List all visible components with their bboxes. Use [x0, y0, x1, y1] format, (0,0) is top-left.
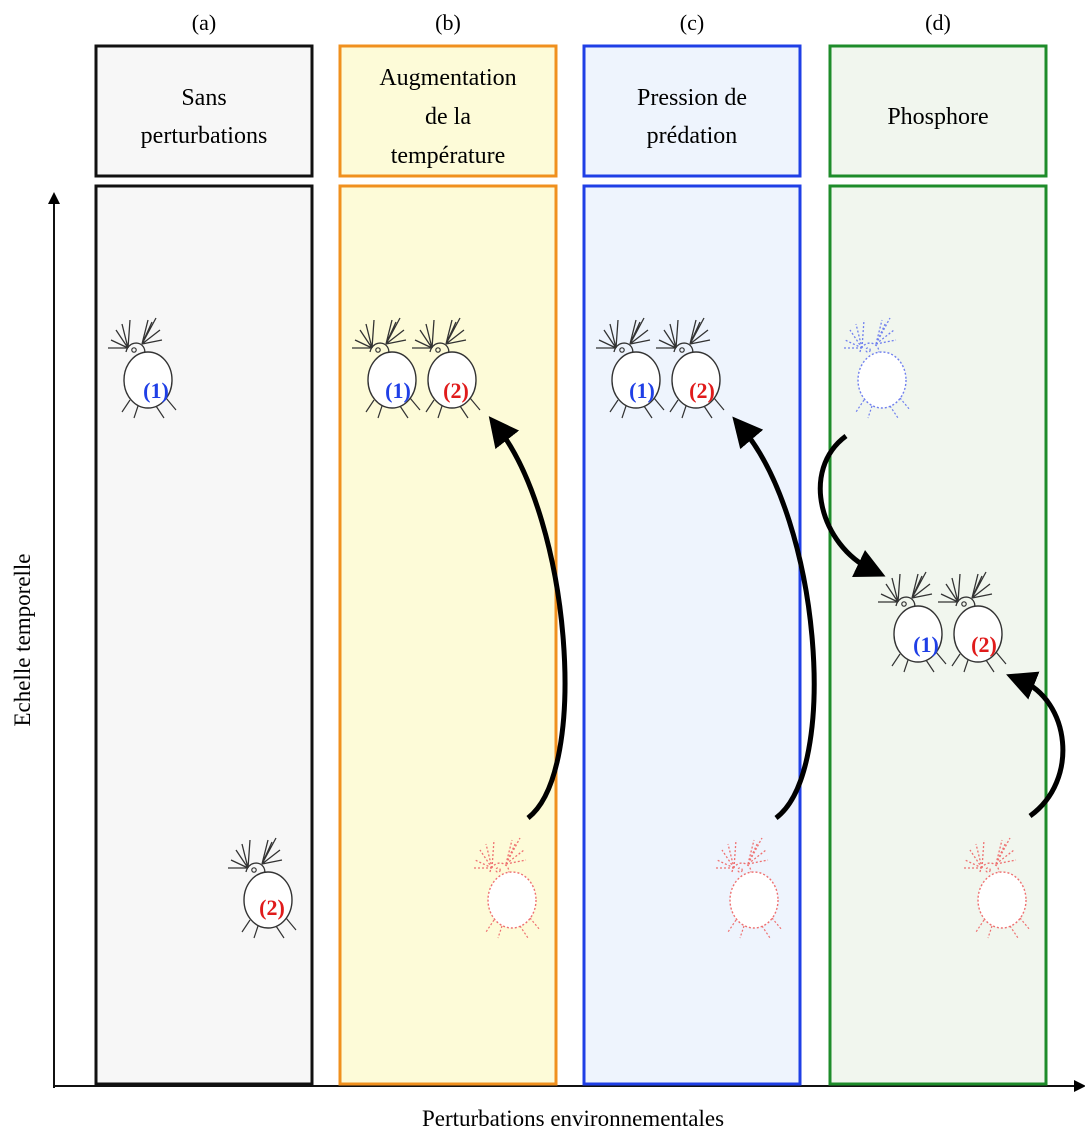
clone-1-label: (1) — [913, 632, 939, 657]
y-axis-label: Echelle temporelle — [10, 553, 35, 726]
header-title-b-line1: Augmentation — [379, 65, 516, 91]
column-letter-a: (a) — [192, 10, 216, 35]
header-title-b-line2: de la — [425, 104, 471, 130]
header-title-a-line2: perturbations — [141, 123, 268, 149]
clone-1-label: (1) — [143, 378, 169, 403]
clone-1-label: (1) — [629, 378, 655, 403]
header-box-c — [584, 46, 800, 176]
clone-2-label: (2) — [259, 895, 285, 920]
header-box-a — [96, 46, 312, 176]
panel-box-b — [340, 186, 556, 1084]
column-letter-c: (c) — [680, 10, 704, 35]
x-axis-label: Perturbations environnementales — [422, 1106, 724, 1131]
clone-2-label: (2) — [971, 632, 997, 657]
header-title-b-line3: température — [391, 143, 506, 169]
panel-box-a — [96, 186, 312, 1084]
clone-2-label: (2) — [689, 378, 715, 403]
header-title-a-line1: Sans — [181, 85, 226, 111]
panel-box-c — [584, 186, 800, 1084]
header-title-d-line1: Phosphore — [887, 104, 988, 130]
clone-2-label: (2) — [443, 378, 469, 403]
header-title-c-line1: Pression de — [637, 85, 747, 111]
header-title-c-line2: prédation — [647, 123, 738, 149]
column-letter-b: (b) — [435, 10, 461, 35]
clone-1-label: (1) — [385, 378, 411, 403]
column-letter-d: (d) — [925, 10, 951, 35]
